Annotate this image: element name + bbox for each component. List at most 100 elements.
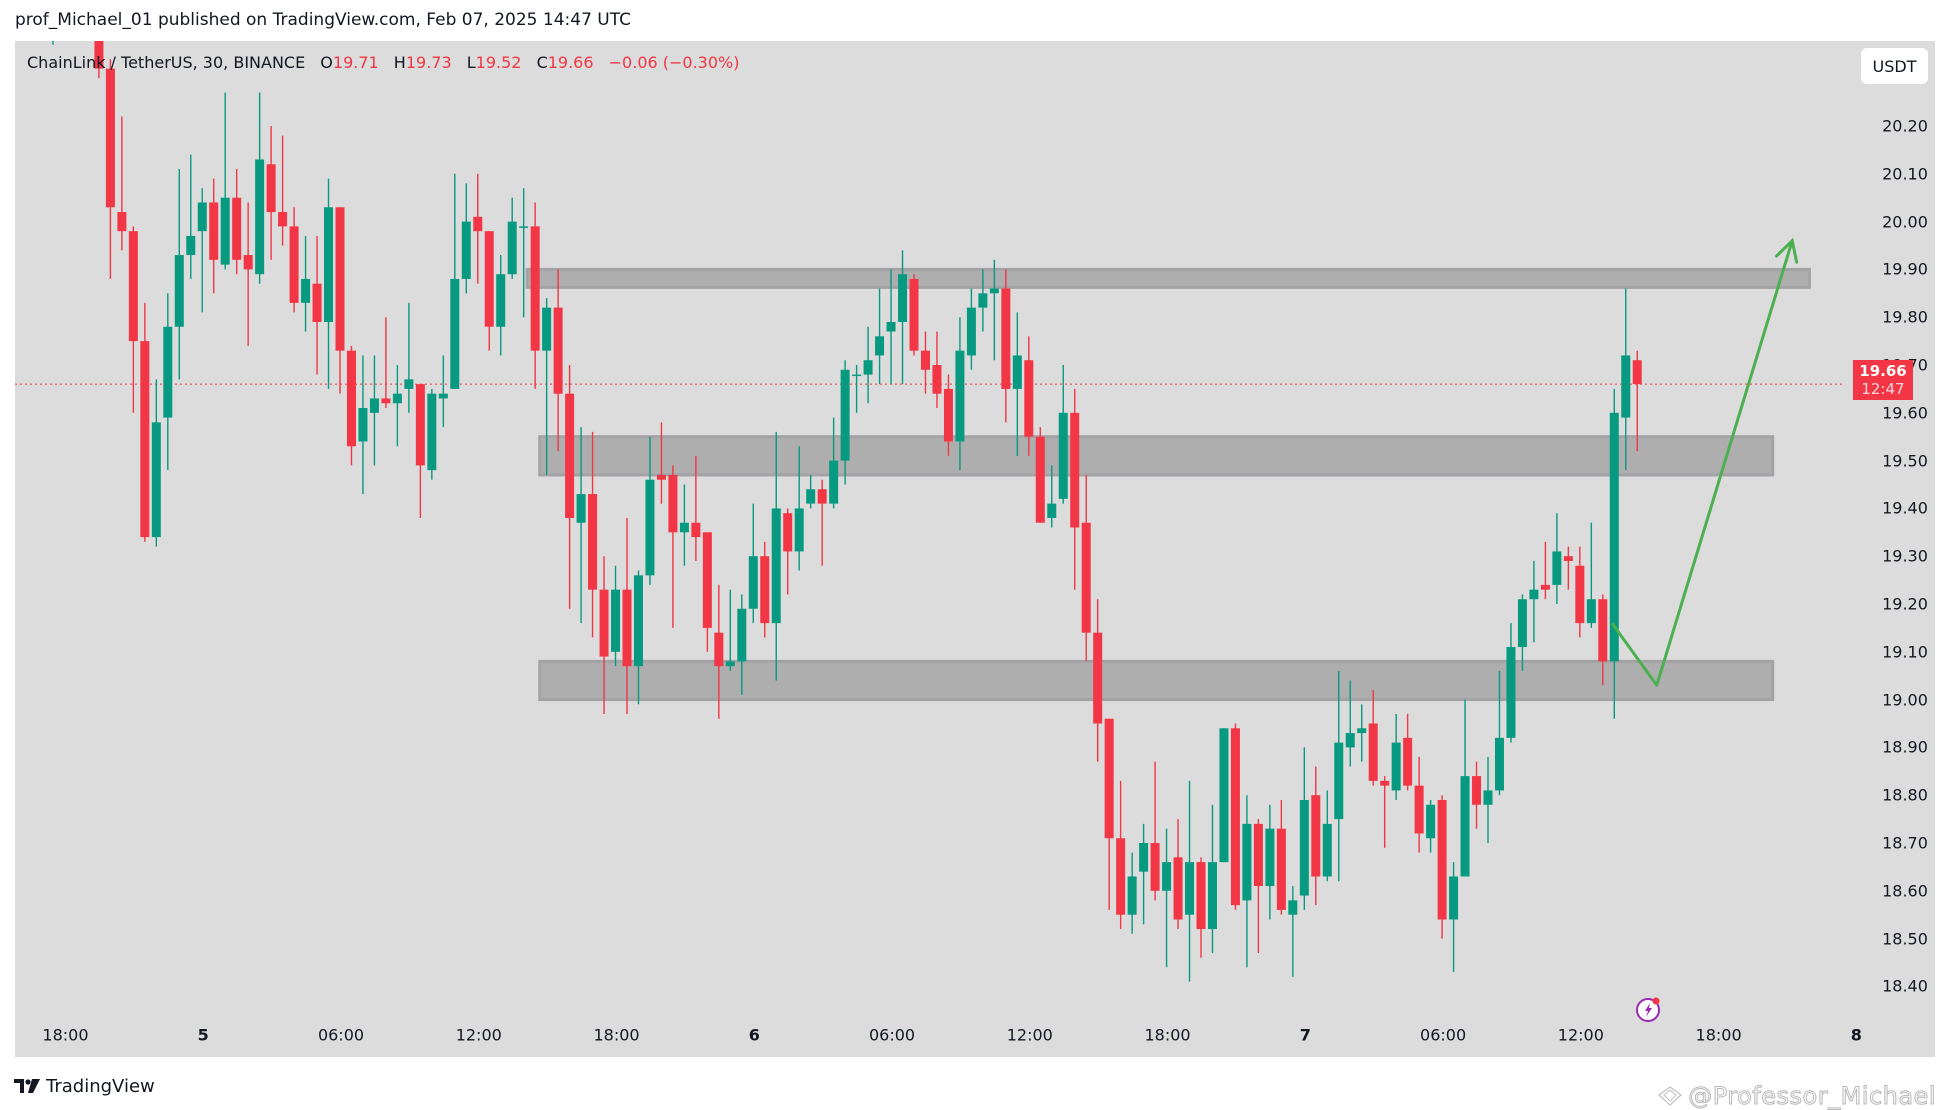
currency-button[interactable]: USDT: [1861, 48, 1928, 84]
candle-body: [1345, 733, 1355, 748]
candle-body: [599, 589, 609, 657]
candle-body: [1047, 503, 1057, 518]
candle-body: [392, 393, 402, 404]
candle-body: [1632, 360, 1642, 385]
candle-body: [507, 221, 517, 275]
time-tick-label: 12:00: [1006, 1025, 1053, 1045]
candle-body: [1081, 522, 1091, 633]
open-label: O: [320, 53, 333, 72]
time-tick-label: 7: [1299, 1025, 1311, 1045]
time-tick-label: 5: [197, 1025, 209, 1045]
candle-body: [117, 212, 127, 232]
price-tick-label: 19.60: [1882, 403, 1928, 423]
bar-countdown: 12:47: [1861, 380, 1905, 398]
last-price-badge: 19.66 12:47: [1853, 360, 1913, 400]
candle-body: [1322, 823, 1332, 877]
candle-body: [232, 197, 242, 260]
price-tick-label: 18.60: [1882, 881, 1928, 901]
candle-body: [794, 508, 804, 552]
candle-body: [266, 164, 276, 213]
candle-body: [553, 307, 563, 394]
chart-panel[interactable]: ChainLink / TetherUS, 30, BINANCE O19.71…: [15, 41, 1935, 1057]
candle-body: [220, 197, 230, 265]
candle-body: [1276, 828, 1286, 910]
candle-body: [519, 226, 529, 228]
candle-body: [1242, 823, 1252, 901]
price-tick-label: 18.70: [1882, 833, 1928, 853]
candle-body: [461, 221, 471, 279]
candle-body: [806, 489, 816, 504]
candle-body: [1219, 728, 1229, 863]
diamond-logo-icon: [1658, 1086, 1683, 1106]
time-tick-label: 18:00: [1695, 1025, 1742, 1045]
time-tick-label: 8: [1850, 1025, 1862, 1045]
support-zone: [538, 659, 1775, 702]
candle-body: [324, 207, 334, 322]
candle-body: [94, 41, 104, 69]
candle-body: [243, 255, 253, 270]
tradingview-logo[interactable]: TradingView: [14, 1076, 155, 1097]
candle-body: [1058, 412, 1068, 499]
candle-body: [760, 556, 770, 624]
candle-body: [128, 231, 138, 342]
candle-body: [186, 235, 196, 256]
candle-body: [1150, 843, 1160, 891]
candle-body: [255, 159, 265, 275]
arrowhead-icon: [1775, 237, 1799, 264]
candle-body: [1563, 556, 1573, 561]
candle-body: [943, 388, 953, 442]
time-tick-label: 18:00: [1144, 1025, 1191, 1045]
candle-body: [565, 393, 575, 518]
candle-body: [1449, 876, 1459, 920]
candlestick-chart[interactable]: [15, 41, 1935, 1057]
candle-body: [542, 307, 552, 351]
symbol-name: ChainLink / TetherUS, 30, BINANCE: [27, 53, 306, 72]
candle-body: [346, 350, 356, 447]
candle-body: [1494, 737, 1504, 791]
candle-body: [679, 522, 689, 533]
candle-body: [151, 422, 161, 538]
candle-body: [174, 255, 184, 327]
candle-body: [1288, 900, 1298, 915]
symbol-legend: ChainLink / TetherUS, 30, BINANCE O19.71…: [27, 53, 739, 72]
candle-body: [496, 274, 506, 327]
candle-body: [1529, 589, 1539, 600]
candle-body: [668, 474, 678, 533]
candle-body: [1196, 862, 1206, 930]
candle-body: [1414, 785, 1424, 834]
candle-body: [438, 393, 448, 399]
candle-body: [427, 393, 437, 471]
candle-body: [1437, 799, 1447, 920]
price-tick-label: 18.50: [1882, 929, 1928, 949]
candle-body: [966, 307, 976, 356]
candle-body: [1506, 647, 1516, 738]
candle-body: [1598, 599, 1608, 662]
candle-body: [1609, 412, 1619, 662]
candle-body: [1001, 288, 1011, 389]
candle-body: [1586, 599, 1596, 624]
candle-body: [1207, 862, 1217, 930]
author-watermark: @Professor_Michael: [1658, 1082, 1936, 1110]
candle-body: [645, 479, 655, 576]
mid-zone: [538, 435, 1775, 477]
candle-body: [358, 408, 368, 442]
candle-body: [1472, 776, 1482, 805]
candle-body: [140, 341, 150, 538]
candle-body: [840, 369, 850, 461]
price-tick-label: 19.30: [1882, 546, 1928, 566]
candle-body: [1070, 412, 1080, 528]
price-tick-label: 19.40: [1882, 498, 1928, 518]
low-value: 19.52: [475, 53, 522, 72]
candle-body: [1621, 355, 1631, 418]
candle-body: [404, 379, 414, 389]
candle-body: [312, 283, 322, 322]
price-tick-label: 20.00: [1882, 212, 1928, 232]
candle-body: [1185, 862, 1195, 915]
price-tick-label: 18.40: [1882, 976, 1928, 996]
price-tick-label: 19.50: [1882, 451, 1928, 471]
candle-body: [920, 350, 930, 370]
candle-body: [633, 575, 643, 667]
candle-body: [611, 589, 621, 652]
lightning-bolt-icon[interactable]: [1635, 995, 1663, 1023]
candle-body: [1540, 584, 1550, 590]
